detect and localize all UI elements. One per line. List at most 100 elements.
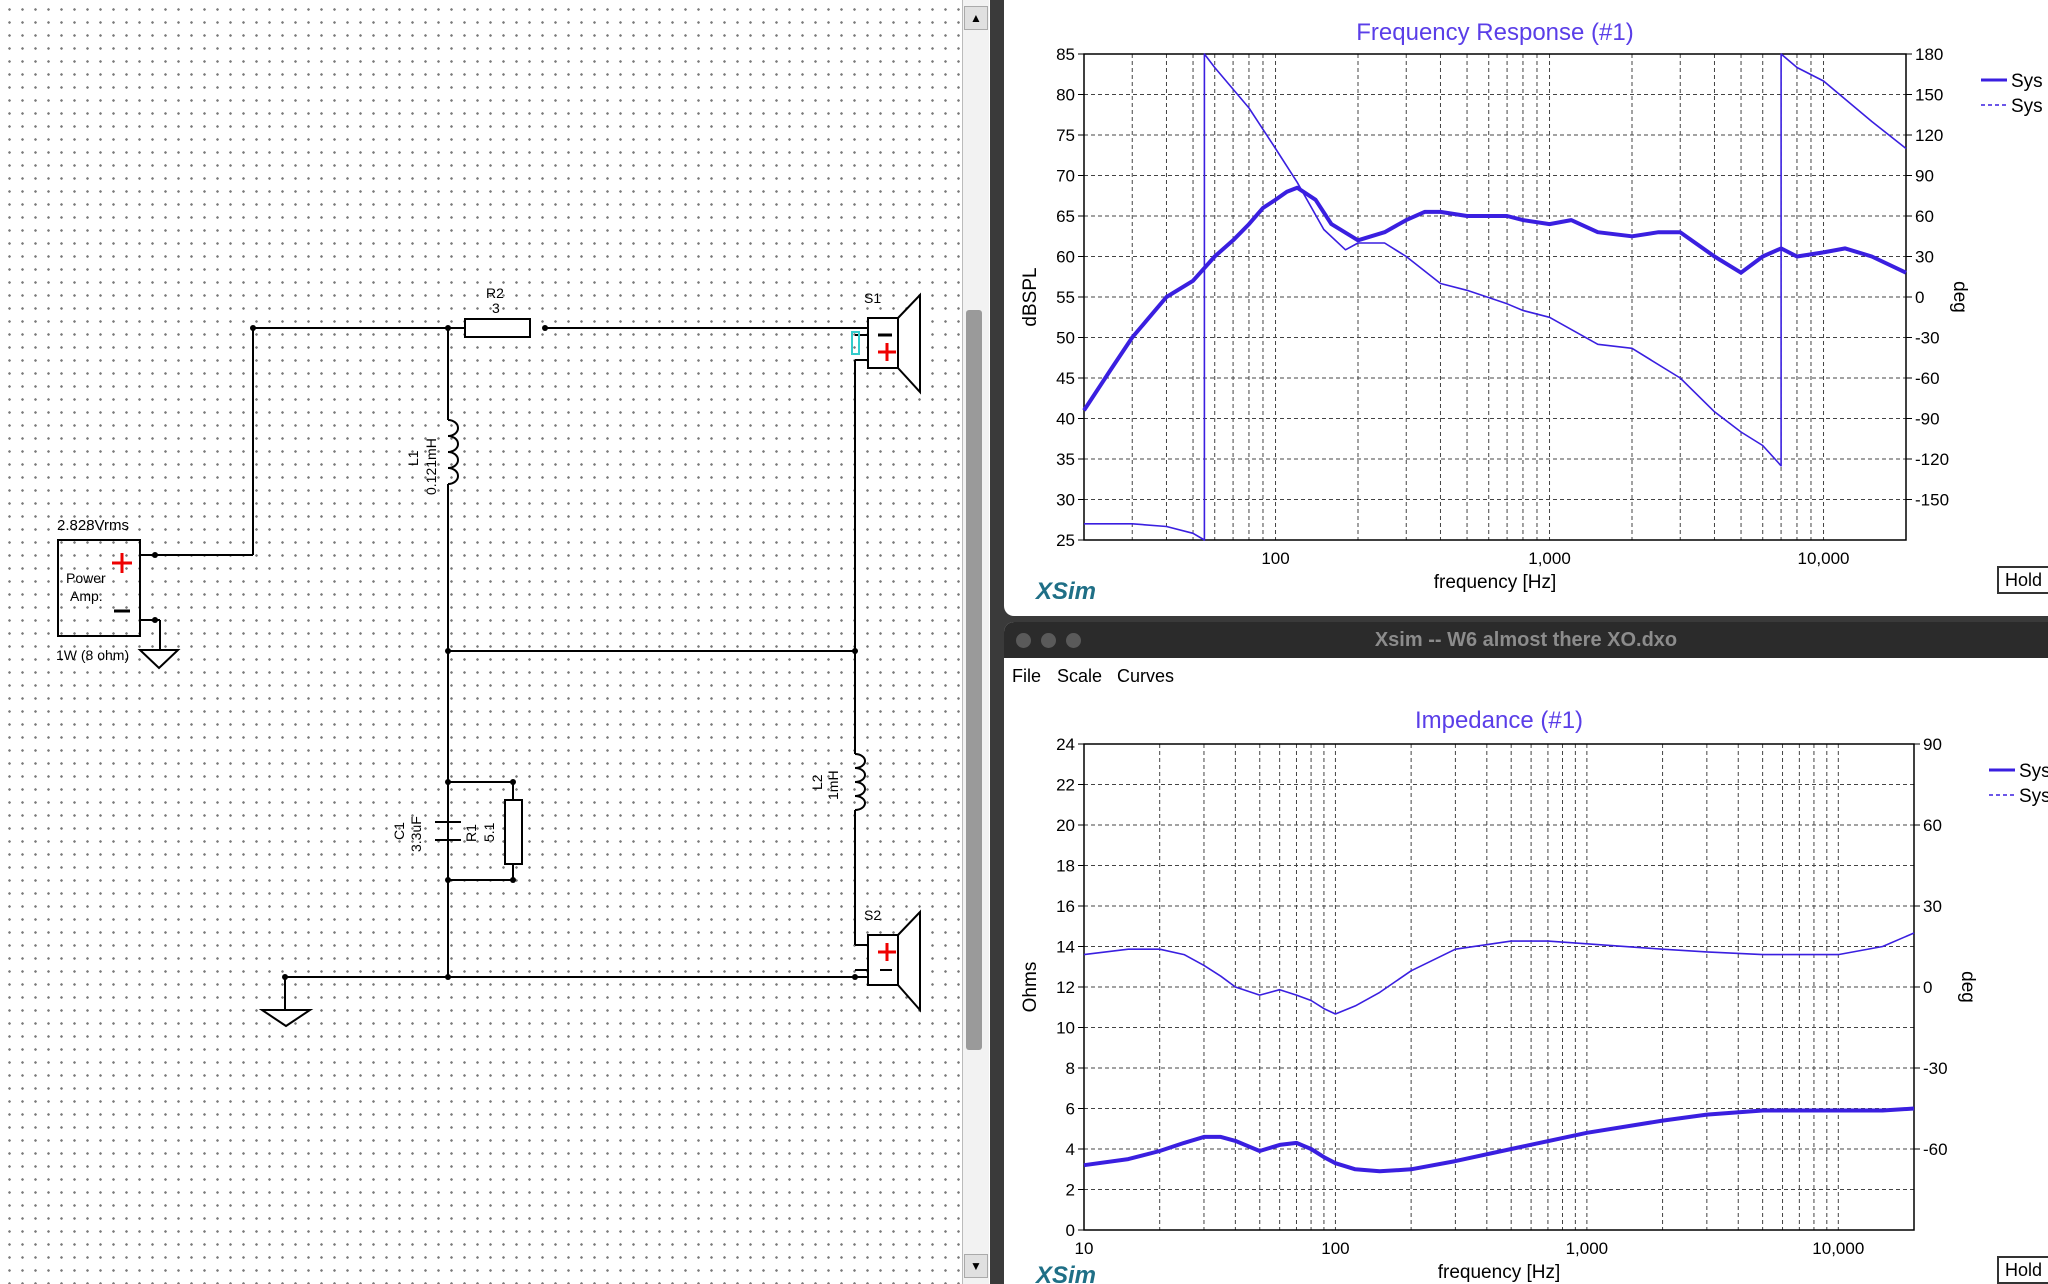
l1-value: 0.121mH	[423, 438, 439, 495]
x-axis-label: frequency [Hz]	[1438, 1262, 1561, 1283]
y2-tick-label: -90	[1915, 410, 1940, 429]
hold-button[interactable]: Hold	[1997, 1256, 2048, 1284]
y-tick-label: 70	[1056, 167, 1075, 186]
y2-tick-label: -120	[1915, 450, 1949, 469]
y2-tick-label: -30	[1915, 329, 1940, 348]
y2-tick-label: -60	[1915, 369, 1940, 388]
speaker-s1[interactable]	[851, 292, 921, 395]
y2-tick-label: 180	[1915, 45, 1943, 64]
y-tick-label: 14	[1056, 938, 1075, 957]
c1-name: C1	[391, 822, 407, 840]
xsim-logo: XSim	[1036, 1262, 1097, 1284]
y2-tick-label: 120	[1915, 126, 1943, 145]
y-axis-label: Ohms	[1020, 962, 1041, 1013]
frequency-response-window[interactable]: Frequency Response (#1) 25 30 35 40 45 50 55 60 6…	[1004, 0, 2048, 616]
menu-curves[interactable]: Curves	[1117, 666, 1175, 686]
series-line-phase	[1084, 53, 1907, 541]
speaker-s2[interactable]	[867, 909, 921, 1013]
y-tick-label: 24	[1056, 735, 1075, 754]
zoom-window-icon[interactable]	[1066, 633, 1081, 648]
x-tick-label: 10	[1075, 1239, 1094, 1258]
y-tick-label: 22	[1056, 776, 1075, 795]
plot-frame	[1083, 53, 1907, 541]
y-tick-label: 65	[1056, 207, 1075, 226]
y-tick-label: 50	[1056, 329, 1075, 348]
y-tick-label: 0	[1066, 1221, 1075, 1240]
inductor-l1[interactable]	[447, 419, 459, 485]
x-tick-label: 100	[1321, 1239, 1349, 1258]
scroll-up-arrow-icon[interactable]: ▲	[964, 6, 988, 30]
y-tick-label: 80	[1056, 86, 1075, 105]
schematic-drawing: 2.828Vrms Power Amp. 1W (8 ohm) R2 3 S1 …	[56, 285, 921, 1028]
ground-icon	[258, 1009, 314, 1028]
y-axis-label: dBSPL	[1020, 267, 1041, 326]
s2-name: S2	[864, 907, 881, 923]
y-tick-label: 40	[1056, 410, 1075, 429]
amp-voltage-label: 2.828Vrms	[57, 517, 129, 534]
resistor-r1[interactable]	[504, 799, 523, 865]
y-tick-label: 12	[1056, 978, 1075, 997]
y-tick-label: 45	[1056, 369, 1075, 388]
y2-axis-label: deg	[1949, 281, 1970, 313]
y-tick-label: 8	[1066, 1059, 1075, 1078]
y2-tick-label: -60	[1923, 1140, 1948, 1159]
legend-entry: Sys	[2019, 761, 2048, 782]
y-tick-label: 6	[1066, 1100, 1075, 1119]
y-tick-label: 4	[1066, 1140, 1075, 1159]
y2-tick-label: 0	[1915, 288, 1924, 307]
series-line-phase	[1083, 932, 1915, 1015]
x-tick-label: 10,000	[1798, 549, 1850, 568]
r2-name: R2	[486, 285, 504, 301]
s1-name: S1	[864, 290, 881, 306]
y2-axis-label: deg	[1957, 971, 1978, 1003]
close-window-icon[interactable]	[1016, 633, 1031, 648]
series-line-magnitude	[1083, 1106, 1915, 1174]
legend-entry: Sys	[2019, 786, 2048, 807]
impedance-chart: Impedance (#1)024681012141618202224-60-3…	[1020, 707, 2048, 1283]
x-tick-label: 1,000	[1528, 549, 1571, 568]
schematic-canvas[interactable]: 2.828Vrms Power Amp. 1W (8 ohm) R2 3 S1 …	[0, 0, 990, 1284]
menu-bar: File Scale Curves	[1004, 658, 2048, 692]
scrollbar-thumb[interactable]	[966, 310, 982, 1050]
impedance-window[interactable]: Xsim -- W6 almost there XO.dxo File Scal…	[1004, 622, 2048, 1284]
y2-tick-label: 60	[1923, 816, 1942, 835]
y2-tick-label: 30	[1915, 248, 1934, 267]
x-tick-label: 10,000	[1812, 1239, 1864, 1258]
resistor-r2[interactable]	[464, 318, 531, 338]
menu-scale[interactable]: Scale	[1057, 666, 1103, 686]
r2-value: 3	[492, 300, 500, 316]
power-amp-box[interactable]	[57, 539, 141, 637]
y-tick-label: 2	[1066, 1181, 1075, 1200]
y2-tick-label: 0	[1923, 978, 1932, 997]
x-tick-label: 100	[1261, 549, 1289, 568]
y2-tick-label: -150	[1915, 491, 1949, 510]
menu-file[interactable]: File	[1012, 666, 1042, 686]
c1-value: 3.3uF	[408, 816, 424, 852]
y-tick-label: 18	[1056, 857, 1075, 876]
minimize-window-icon[interactable]	[1041, 633, 1056, 648]
series-line-magnitude	[1082, 185, 1907, 412]
y-tick-label: 20	[1056, 816, 1075, 835]
legend-entry: Sys	[2011, 71, 2043, 92]
y-tick-label: 25	[1056, 531, 1075, 550]
y2-tick-label: 90	[1923, 735, 1942, 754]
frequency-response-chart: Frequency Response (#1) 25 30 35 40 45 50 55 60 6…	[1020, 19, 2043, 593]
y-tick-label: 75	[1056, 126, 1075, 145]
y-tick-label: 30	[1056, 491, 1075, 510]
x-axis-label: frequency [Hz]	[1434, 572, 1557, 593]
y-tick-label: 60	[1056, 248, 1075, 267]
l1-name: L1	[405, 450, 421, 466]
y2-tick-label: 150	[1915, 86, 1943, 105]
chart-title: Frequency Response (#1)	[1356, 19, 1633, 46]
amp-label-2: Amp.	[70, 588, 103, 604]
xsim-logo: XSim	[1036, 578, 1097, 605]
r1-value: 5.1	[481, 822, 497, 842]
l2-name: L2	[809, 774, 825, 790]
amp-power-label: 1W (8 ohm)	[56, 647, 129, 663]
l2-value: 1mH	[825, 770, 841, 800]
y2-tick-label: -30	[1923, 1059, 1948, 1078]
inductor-l2[interactable]	[854, 753, 866, 811]
window-title-bar[interactable]: Xsim -- W6 almost there XO.dxo	[1004, 622, 2048, 658]
scroll-down-arrow-icon[interactable]: ▼	[964, 1254, 988, 1278]
hold-button[interactable]: Hold	[1997, 566, 2048, 594]
